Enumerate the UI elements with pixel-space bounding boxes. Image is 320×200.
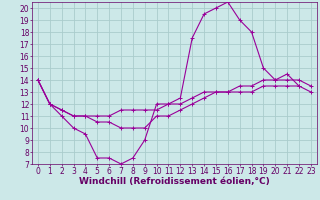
X-axis label: Windchill (Refroidissement éolien,°C): Windchill (Refroidissement éolien,°C) xyxy=(79,177,270,186)
